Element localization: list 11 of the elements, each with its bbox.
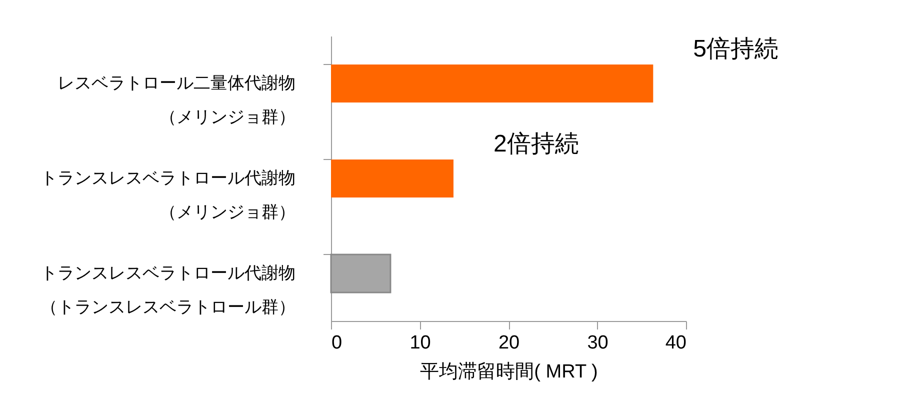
x-tick-label: 30: [587, 332, 608, 354]
y-tick-label: トランスレスベラトロール代謝物（メリンジョ群）: [40, 168, 296, 222]
x-tick-label: 10: [410, 332, 431, 354]
annotation: 2倍持続: [493, 130, 579, 158]
annotation: 5倍持続: [693, 36, 779, 62]
x-tick-label: 40: [665, 332, 686, 354]
y-tick-label: レスベラトロール二量体代謝物（メリンジョ群）: [58, 74, 296, 126]
x-tick-label: 0: [332, 332, 342, 354]
x-axis-title: 平均滞留時間( MRT ): [420, 362, 598, 382]
x-tick-label: 20: [498, 332, 520, 354]
y-tick-label: トランスレスベラトロール代謝物（トランスレスベラトロール群）: [40, 264, 296, 316]
